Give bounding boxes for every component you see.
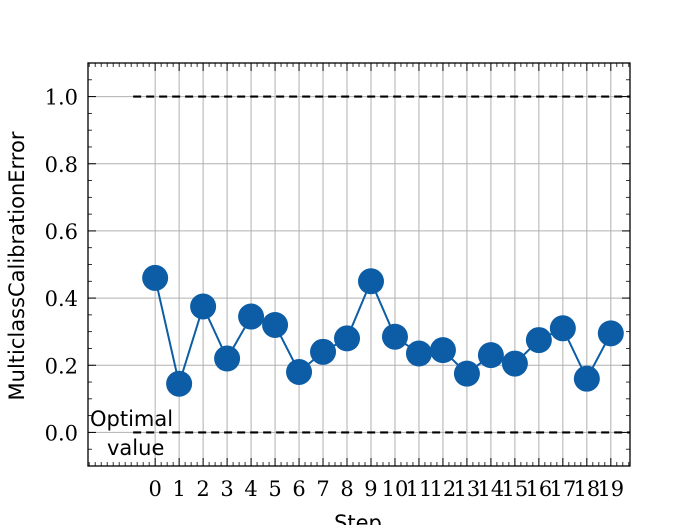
data-point-1 xyxy=(166,370,193,397)
x-tick-label-16: 16 xyxy=(526,477,553,501)
data-point-7 xyxy=(310,338,337,365)
x-tick-label-12: 12 xyxy=(430,477,457,501)
x-tick-label-14: 14 xyxy=(478,477,505,501)
data-point-11 xyxy=(405,340,432,367)
reference-lines xyxy=(133,95,630,434)
data-point-2 xyxy=(190,293,217,320)
x-tick-label-18: 18 xyxy=(573,477,600,501)
y-tick-label-0.2: 0.2 xyxy=(45,354,78,378)
x-tick-label-15: 15 xyxy=(502,477,529,501)
data-point-12 xyxy=(429,337,456,364)
data-point-8 xyxy=(334,325,361,352)
data-point-13 xyxy=(453,360,480,387)
x-tick-label-10: 10 xyxy=(382,477,409,501)
series-line xyxy=(142,264,624,397)
x-tick-label-9: 9 xyxy=(364,477,377,501)
x-tick-label-6: 6 xyxy=(292,477,305,501)
x-tick-label-7: 7 xyxy=(316,477,329,501)
x-tick-label-3: 3 xyxy=(220,477,233,501)
tick-labels: 0 1 2 3 4 5 6 7 8 9 101112131415161718190.00.20.40… xyxy=(45,86,625,501)
plot-frame xyxy=(87,62,631,467)
data-point-18 xyxy=(573,365,600,392)
x-tick-label-4: 4 xyxy=(244,477,257,501)
data-point-9 xyxy=(357,268,384,295)
grid-lines xyxy=(88,63,630,466)
x-tick-label-13: 13 xyxy=(454,477,481,501)
axis-ticks xyxy=(88,62,630,467)
x-tick-label-19: 19 xyxy=(597,477,624,501)
axes-frame xyxy=(87,62,631,467)
data-point-16 xyxy=(525,327,552,354)
y-tick-label-0.8: 0.8 xyxy=(45,153,78,177)
y-tick-label-1.0: 1.0 xyxy=(45,86,78,110)
data-point-19 xyxy=(597,320,624,347)
data-point-10 xyxy=(381,323,408,350)
x-tick-label-5: 5 xyxy=(268,477,281,501)
x-tick-label-2: 2 xyxy=(196,477,209,501)
x-axis-label: Step xyxy=(334,511,382,525)
data-point-3 xyxy=(214,345,241,372)
data-point-14 xyxy=(477,342,504,369)
data-point-4 xyxy=(238,303,265,330)
y-tick-label-0.4: 0.4 xyxy=(45,287,78,311)
x-tick-label-1: 1 xyxy=(172,477,185,501)
x-tick-label-8: 8 xyxy=(340,477,353,501)
data-point-5 xyxy=(262,311,289,338)
x-tick-label-0: 0 xyxy=(148,477,161,501)
data-point-17 xyxy=(549,315,576,342)
y-tick-label-0.6: 0.6 xyxy=(45,220,78,244)
optimal-annotation-line1: Optimal xyxy=(90,407,173,431)
y-tick-label-0.0: 0.0 xyxy=(45,421,78,445)
data-point-6 xyxy=(286,358,313,385)
x-tick-label-17: 17 xyxy=(549,477,576,501)
y-axis-label: MulticlassCalibrationError xyxy=(5,131,29,400)
data-point-0 xyxy=(142,264,169,291)
optimal-annotation-line2: value xyxy=(107,436,164,460)
data-point-15 xyxy=(501,350,528,377)
x-tick-label-11: 11 xyxy=(406,477,433,501)
